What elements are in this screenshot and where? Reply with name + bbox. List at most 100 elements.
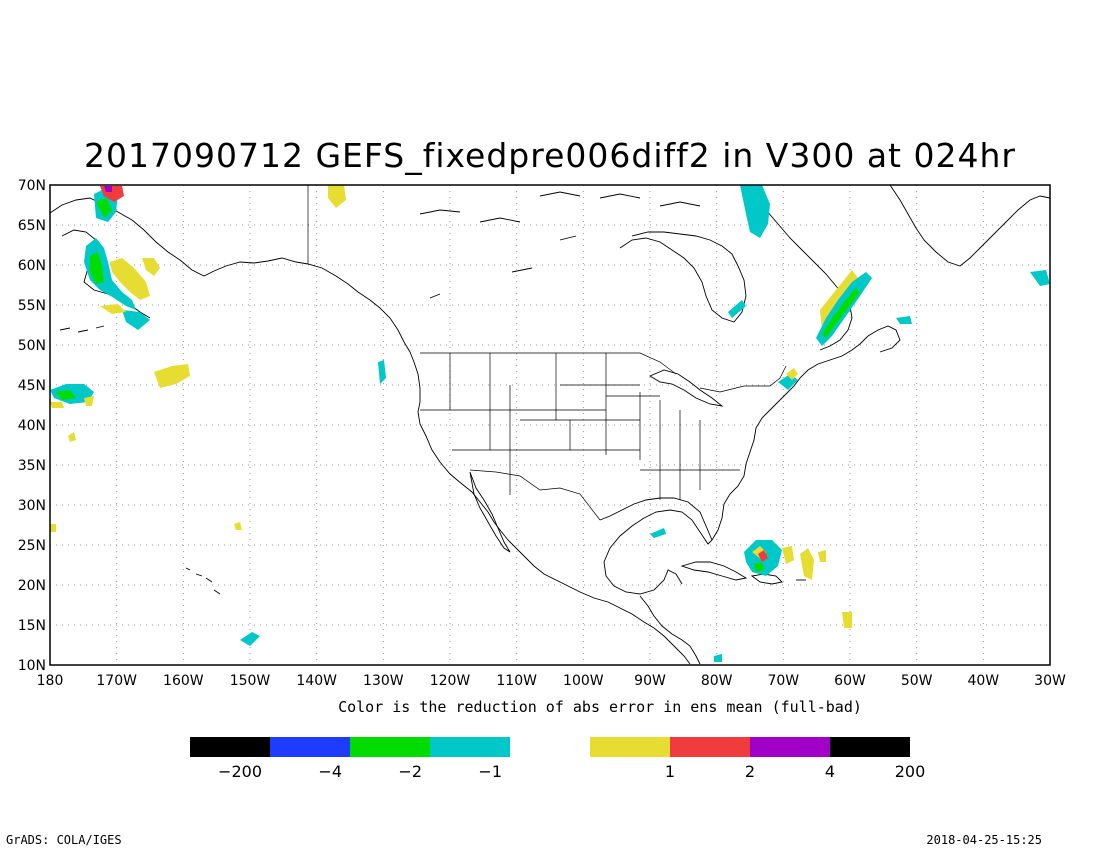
colorbar-bin	[190, 737, 270, 757]
map-background	[50, 185, 1050, 665]
anomaly-cyan-atlantic-north	[896, 316, 912, 324]
lon-tick-label: 50W	[901, 673, 933, 689]
colorbar-label: 4	[825, 762, 835, 781]
anomaly-yellow-alaska	[110, 258, 150, 300]
central-america	[639, 595, 701, 665]
lat-tick-label: 45N	[18, 378, 46, 394]
labrador-coast	[755, 195, 853, 351]
anomaly-green-northwest	[96, 198, 112, 218]
footer-right: 2018-04-25-15:25	[926, 833, 1042, 847]
aleutian-islands	[59, 325, 105, 333]
anomaly-green-caribbean	[754, 562, 764, 572]
anomaly-cyan-greenland-east	[1030, 270, 1050, 286]
anomaly-purple-northwest	[104, 186, 112, 192]
anomaly-yellow-small-2	[50, 524, 56, 532]
cuba	[680, 561, 748, 581]
colorbar-bin	[670, 737, 750, 757]
anomaly-yellow-far-west	[50, 402, 64, 408]
lon-tick-label: 110W	[496, 673, 537, 689]
colorbar-bin	[750, 737, 830, 757]
great-lakes	[649, 369, 724, 407]
colorbar-label: −2	[398, 762, 422, 781]
anomaly-green-labrador	[822, 288, 860, 338]
colorbar-label: −4	[318, 762, 342, 781]
anomaly-yellow-far-west-2	[84, 396, 94, 406]
lat-tick-label: 60N	[18, 258, 46, 274]
hudson-bay	[619, 231, 747, 323]
lat-tick-label: 65N	[18, 218, 46, 234]
lat-tick-label: 25N	[18, 538, 46, 554]
colorbar-bin	[830, 737, 910, 757]
lon-tick-label: 60W	[834, 673, 866, 689]
lon-tick-label: 160W	[163, 673, 204, 689]
lon-tick-label: 90W	[634, 673, 666, 689]
footer-left: GrADS: COLA/IGES	[6, 833, 122, 847]
colorbar-label: −200	[218, 762, 262, 781]
lat-tick-label: 20N	[18, 578, 46, 594]
us-state-lines	[420, 353, 740, 500]
anomaly-cyan-gulf	[650, 528, 666, 538]
anomaly-yellow-atlantic-3	[842, 612, 852, 628]
arctic-islands	[419, 191, 701, 299]
hawaii-islands	[185, 567, 221, 595]
anomaly-yellow-caribbean-2	[782, 546, 794, 564]
anomaly-cyan-baffin	[740, 185, 770, 238]
lon-tick-label: 100W	[563, 673, 604, 689]
anomaly-cyan-pacific-south	[240, 632, 260, 646]
anomaly-cyan-south-caribbean	[714, 654, 722, 662]
us-canada-border	[420, 352, 787, 393]
anomaly-yellow-small-3	[234, 522, 242, 530]
lon-tick-label: 180	[37, 673, 64, 689]
latitude-tick-labels: 70N 65N 60N 55N 50N 45N 40N 35N 30N 25N 20N 15N 10N	[18, 178, 46, 674]
graticule	[50, 185, 1050, 665]
colorbar-label: 1	[665, 762, 675, 781]
lon-tick-label: 130W	[363, 673, 404, 689]
x-axis-title: Color is the reduction of abs error in e…	[338, 698, 862, 716]
lon-tick-label: 170W	[96, 673, 137, 689]
anomaly-green-far-west	[56, 390, 76, 400]
lon-tick-label: 30W	[1034, 673, 1066, 689]
lat-tick-label: 30N	[18, 498, 46, 514]
lat-tick-label: 40N	[18, 418, 46, 434]
colorbar-label: 200	[895, 762, 926, 781]
colorbar-label: 2	[745, 762, 755, 781]
alaska-coast	[49, 197, 691, 665]
anomaly-yellow-pacific	[154, 364, 190, 388]
colorbar-labels: −200 −4 −2 −1 1 2 4 200	[218, 762, 925, 781]
lat-tick-label: 50N	[18, 338, 46, 354]
greenland-coast	[889, 184, 1051, 267]
anomaly-cyan-alaska-south	[122, 310, 150, 330]
lon-tick-label: 150W	[230, 673, 271, 689]
lat-tick-label: 35N	[18, 458, 46, 474]
anomaly-shading	[50, 185, 1050, 662]
anomaly-yellow-atlantic-2	[818, 550, 826, 562]
plot-title: 2017090712 GEFS_fixedpre006diff2 in V300…	[84, 136, 1016, 175]
lon-tick-label: 40W	[967, 673, 999, 689]
colorbar-bin	[350, 737, 430, 757]
lon-tick-label: 70W	[767, 673, 799, 689]
lat-tick-label: 70N	[18, 178, 46, 194]
anomaly-yellow-alaska-south	[100, 304, 126, 314]
lat-tick-label: 55N	[18, 298, 46, 314]
map-frame	[49, 184, 1051, 666]
anomaly-yellow-atlantic-1	[800, 548, 814, 580]
colorbar-bin	[590, 737, 670, 757]
baja-california	[469, 471, 511, 553]
lon-tick-label: 140W	[296, 673, 337, 689]
anomaly-yellow-new-england	[786, 368, 798, 380]
political-borders	[307, 185, 787, 521]
anomaly-cyan-hudson-east	[728, 300, 746, 318]
anomaly-cyan-coast-nw	[378, 360, 386, 384]
anomaly-yellow-small-1	[68, 432, 76, 442]
colorbar-label: −1	[478, 762, 502, 781]
lat-tick-label: 15N	[18, 618, 46, 634]
anomaly-yellow-alaska-2	[142, 258, 160, 276]
anomaly-red-caribbean	[758, 550, 768, 562]
colorbar	[190, 737, 910, 757]
east-coast	[711, 325, 901, 541]
colorbar-bin	[430, 737, 510, 757]
us-mexico-border	[469, 469, 601, 521]
anomaly-yellow-north-135w	[328, 185, 346, 208]
longitude-tick-labels: 180 170W 160W 150W 140W 130W 120W 110W 100W 90W 80…	[37, 673, 1066, 689]
